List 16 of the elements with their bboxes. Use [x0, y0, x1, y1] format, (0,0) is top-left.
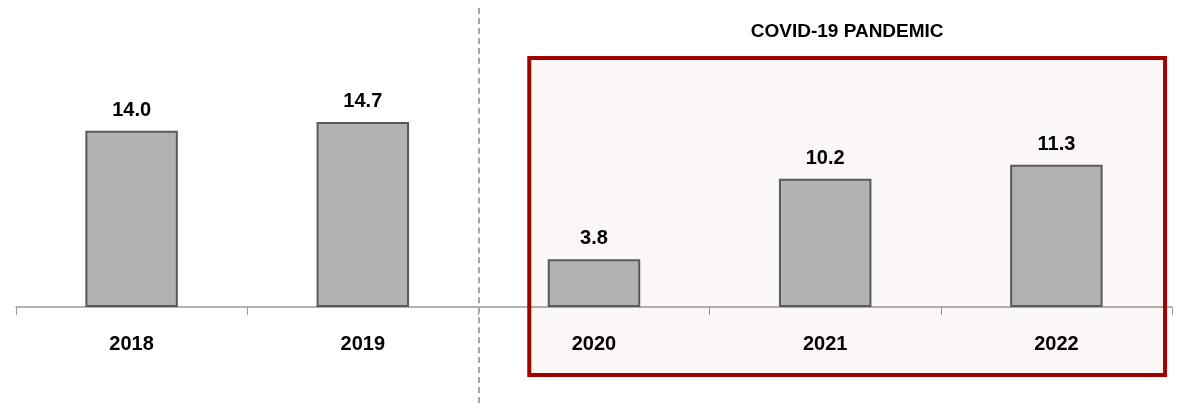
x-tick-label: 2020 [571, 332, 617, 354]
data-label: 3.8 [580, 226, 608, 249]
bar [547, 259, 641, 307]
bar [85, 130, 178, 307]
band-label: COVID-19 PANDEMIC [750, 20, 944, 41]
data-label: 14.7 [343, 89, 383, 111]
data-label: 11.3 [1037, 131, 1076, 154]
x-tick-label: 2021 [802, 332, 848, 354]
bar [778, 178, 872, 307]
bar [1010, 164, 1103, 307]
bar [316, 122, 410, 307]
x-tick-label: 2022 [1034, 332, 1079, 354]
x-tick-label: 2018 [109, 332, 154, 354]
data-label: 10.2 [805, 145, 845, 168]
x-tick-label: 2019 [340, 332, 386, 354]
data-label: 14.0 [112, 97, 152, 120]
